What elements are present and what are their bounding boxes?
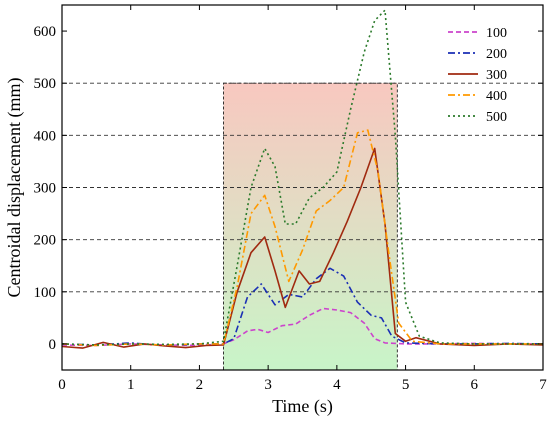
series-line-400 [61, 129, 543, 347]
legend-label-300: 300 [486, 68, 507, 83]
series-layer [61, 9, 544, 349]
y-axis-title: Centroidal displacement (mm) [4, 78, 25, 298]
x-tick-label: 2 [196, 377, 204, 393]
x-axis-title: Time (s) [272, 396, 333, 417]
tick-layer: 0 1 2 3 4 5 6 7 0 100 200 300 400 500 600 [34, 5, 547, 393]
y-tick-label: 300 [34, 181, 57, 197]
y-tick-label: 0 [49, 337, 57, 353]
x-tick-label: 7 [539, 377, 547, 393]
x-tick-label: 4 [333, 377, 341, 393]
y-tick-label: 600 [34, 24, 57, 40]
legend: 100 200 300 400 500 [448, 26, 507, 125]
y-tick-label: 100 [34, 285, 57, 301]
y-tick-label: 200 [34, 233, 57, 249]
legend-label-200: 200 [486, 47, 507, 62]
legend-label-400: 400 [486, 89, 507, 104]
x-tick-label: 3 [264, 377, 272, 393]
grid-layer [62, 82, 543, 293]
legend-label-100: 100 [486, 26, 507, 41]
x-tick-label: 5 [402, 377, 410, 393]
x-tick-label: 0 [58, 377, 66, 393]
x-tick-label: 1 [127, 377, 135, 393]
x-tick-label: 6 [471, 377, 479, 393]
series-line-100 [61, 307, 543, 347]
series-line-500 [61, 9, 543, 346]
legend-label-500: 500 [486, 110, 507, 125]
y-tick-label: 500 [34, 76, 57, 92]
y-tick-label: 400 [34, 128, 57, 144]
